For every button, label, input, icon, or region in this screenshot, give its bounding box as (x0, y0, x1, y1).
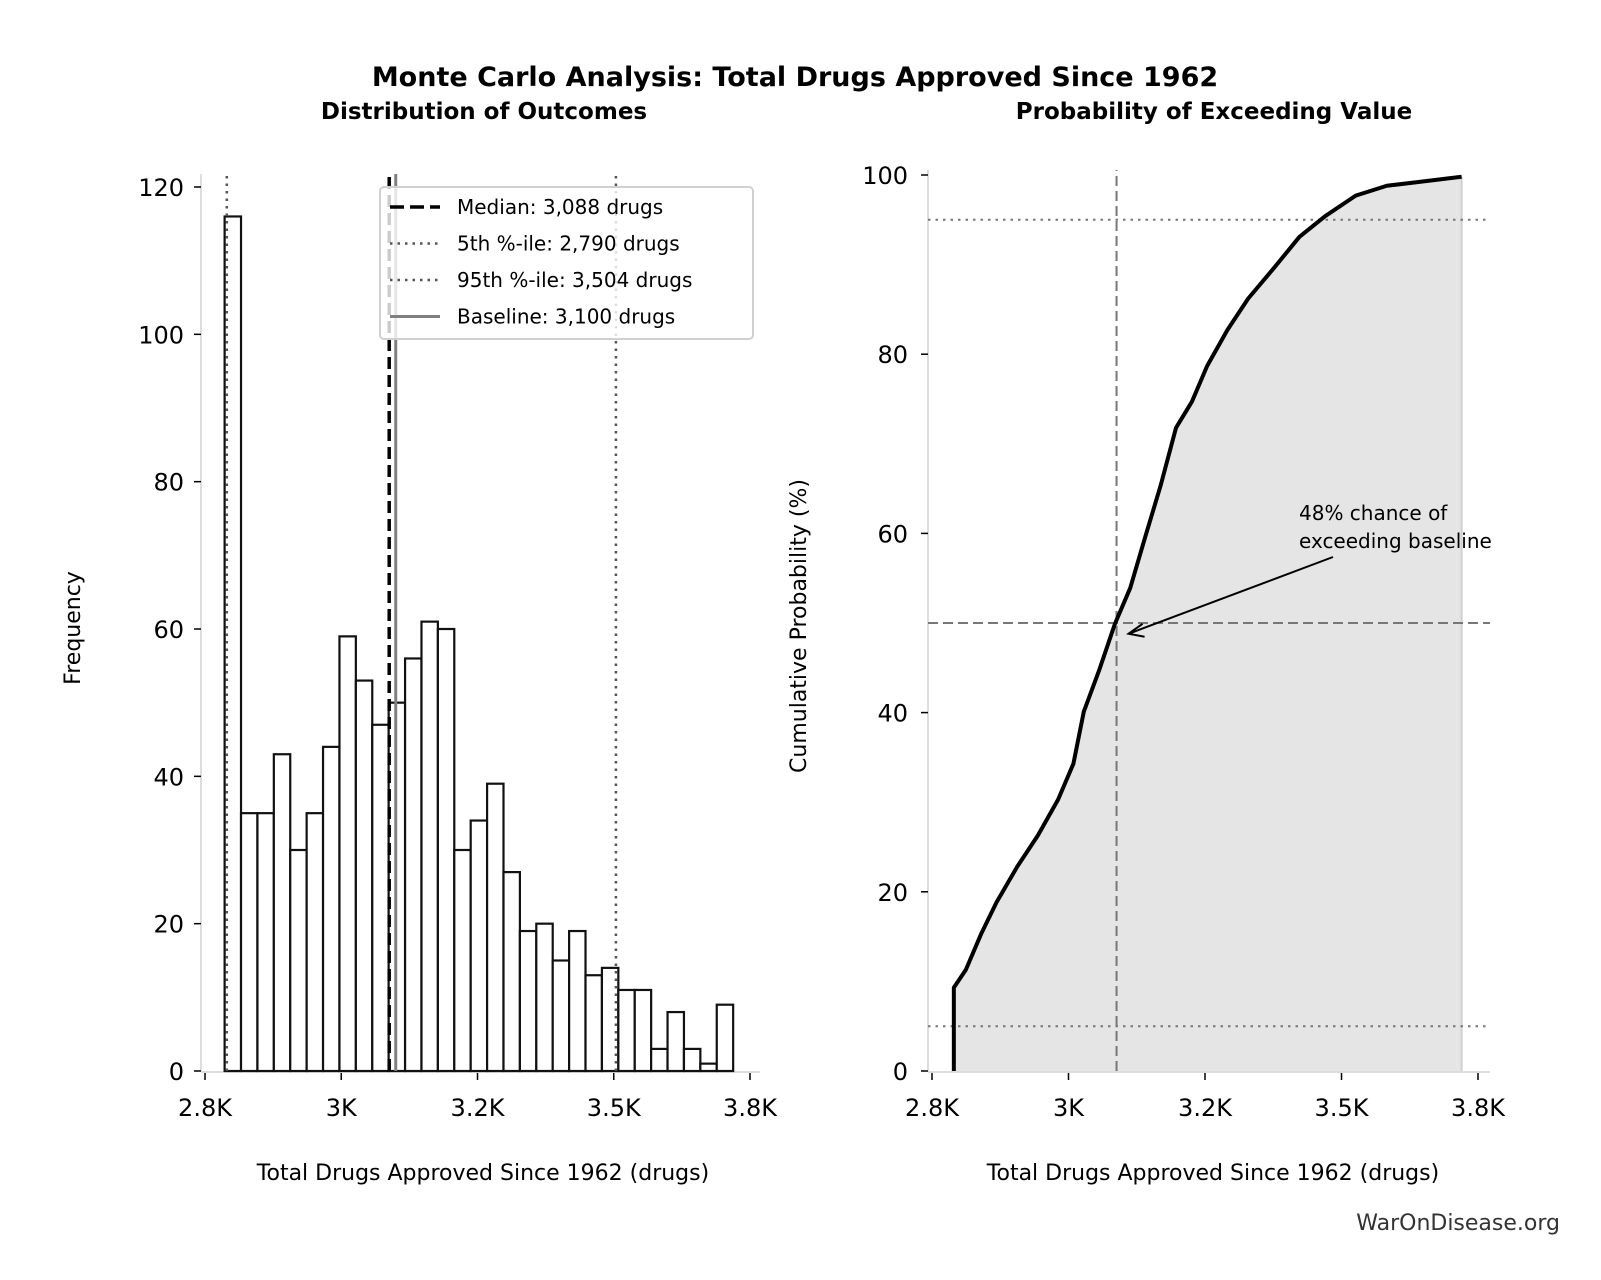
y-axis-label: Cumulative Probability (%) (787, 479, 812, 773)
histogram-bar (568, 929, 587, 1073)
x-axis-label: Total Drugs Approved Since 1962 (drugs) (256, 1161, 709, 1186)
histogram-bar (305, 812, 325, 1073)
arrowhead-icon (1126, 622, 1145, 638)
y-tick-label: 20 (153, 911, 184, 939)
y-tick-label: 100 (862, 162, 908, 190)
histogram-bar (403, 657, 423, 1073)
annotation-arrow (1128, 556, 1334, 635)
watermark: WarOnDisease.org (1356, 1211, 1560, 1236)
legend: Median: 3,088 drugs 5th %-ile: 2,790 drug… (379, 186, 754, 340)
annotation-text: exceeding baseline (1299, 529, 1492, 553)
histogram-bar (354, 679, 374, 1073)
cdf-curve (951, 174, 1462, 1071)
histogram-bar (633, 988, 653, 1073)
y-tick-label: 80 (153, 469, 184, 497)
histogram-bar (715, 1003, 735, 1073)
histogram-bar (289, 848, 308, 1073)
x-tick-label: 3K (326, 1094, 358, 1122)
histogram-bar (682, 1047, 702, 1073)
histogram-bar (485, 782, 505, 1073)
figure-title: Monte Carlo Analysis: Total Drugs Approv… (372, 62, 1218, 93)
x-tick-label: 3.2K (451, 1094, 506, 1122)
histogram-bar (650, 1047, 669, 1073)
y-tick-label: 20 (877, 879, 908, 907)
histogram-bar (502, 870, 522, 1073)
histogram-bar (371, 723, 390, 1073)
x-tick-label: 3.8K (723, 1094, 778, 1122)
histogram-bar (699, 1062, 718, 1073)
histogram-bar (256, 812, 275, 1073)
y-tick-label: 100 (138, 321, 184, 349)
histogram-bar (518, 929, 538, 1073)
histogram-bar (453, 848, 472, 1073)
histogram-bar (272, 753, 292, 1073)
histogram-panel: 2.8K 3K 3.2K 3.5K 3.8K 0 20 40 60 80 100 120 Total D… (61, 174, 778, 1186)
histogram-bar (617, 988, 636, 1073)
x-tick-label: 3.5K (587, 1094, 642, 1122)
x-tick-label: 3.2K (1178, 1094, 1233, 1122)
histogram-bar (338, 635, 357, 1073)
histogram-bar (535, 922, 554, 1073)
y-axis-label: Frequency (61, 571, 86, 685)
annotation-text: 48% chance of (1299, 501, 1448, 525)
x-axis-label: Total Drugs Approved Since 1962 (drugs) (986, 1161, 1439, 1186)
histogram-bar (420, 620, 439, 1073)
x-tick-label: 2.8K (905, 1094, 960, 1122)
legend-label: Median: 3,088 drugs (457, 195, 663, 219)
histogram-bar (584, 974, 604, 1073)
right-chart-title: Probability of Exceeding Value (1016, 99, 1412, 125)
histogram-bar (469, 819, 489, 1073)
legend-box (379, 186, 754, 340)
y-tick-label: 0 (893, 1058, 908, 1086)
cdf-panel: 2.8K 3K 3.2K 3.5K 3.8K 0 20 40 60 80 100 Total Drug… (787, 162, 1506, 1186)
histogram-bar (223, 215, 243, 1073)
x-tick-label: 2.8K (178, 1094, 233, 1122)
y-tick-label: 40 (877, 700, 908, 728)
y-tick-label: 60 (877, 520, 908, 548)
x-tick-label: 3.5K (1315, 1094, 1370, 1122)
histogram-bar (551, 959, 571, 1073)
histogram-bar (666, 1010, 686, 1073)
y-tick-label: 0 (169, 1058, 184, 1086)
legend-label: 5th %-ile: 2,790 drugs (457, 232, 680, 256)
legend-label: Baseline: 3,100 drugs (457, 305, 675, 329)
histogram-bar (436, 627, 456, 1073)
y-tick-label: 40 (153, 763, 184, 791)
y-tick-label: 80 (877, 341, 908, 369)
histogram-bar (321, 745, 341, 1073)
left-chart-title: Distribution of Outcomes (321, 99, 647, 125)
histogram-bar (239, 812, 259, 1073)
y-tick-label: 60 (153, 616, 184, 644)
y-tick-label: 120 (138, 174, 184, 202)
legend-label: 95th %-ile: 3,504 drugs (457, 268, 692, 292)
x-tick-label: 3K (1053, 1094, 1085, 1122)
x-tick-label: 3.8K (1451, 1094, 1506, 1122)
